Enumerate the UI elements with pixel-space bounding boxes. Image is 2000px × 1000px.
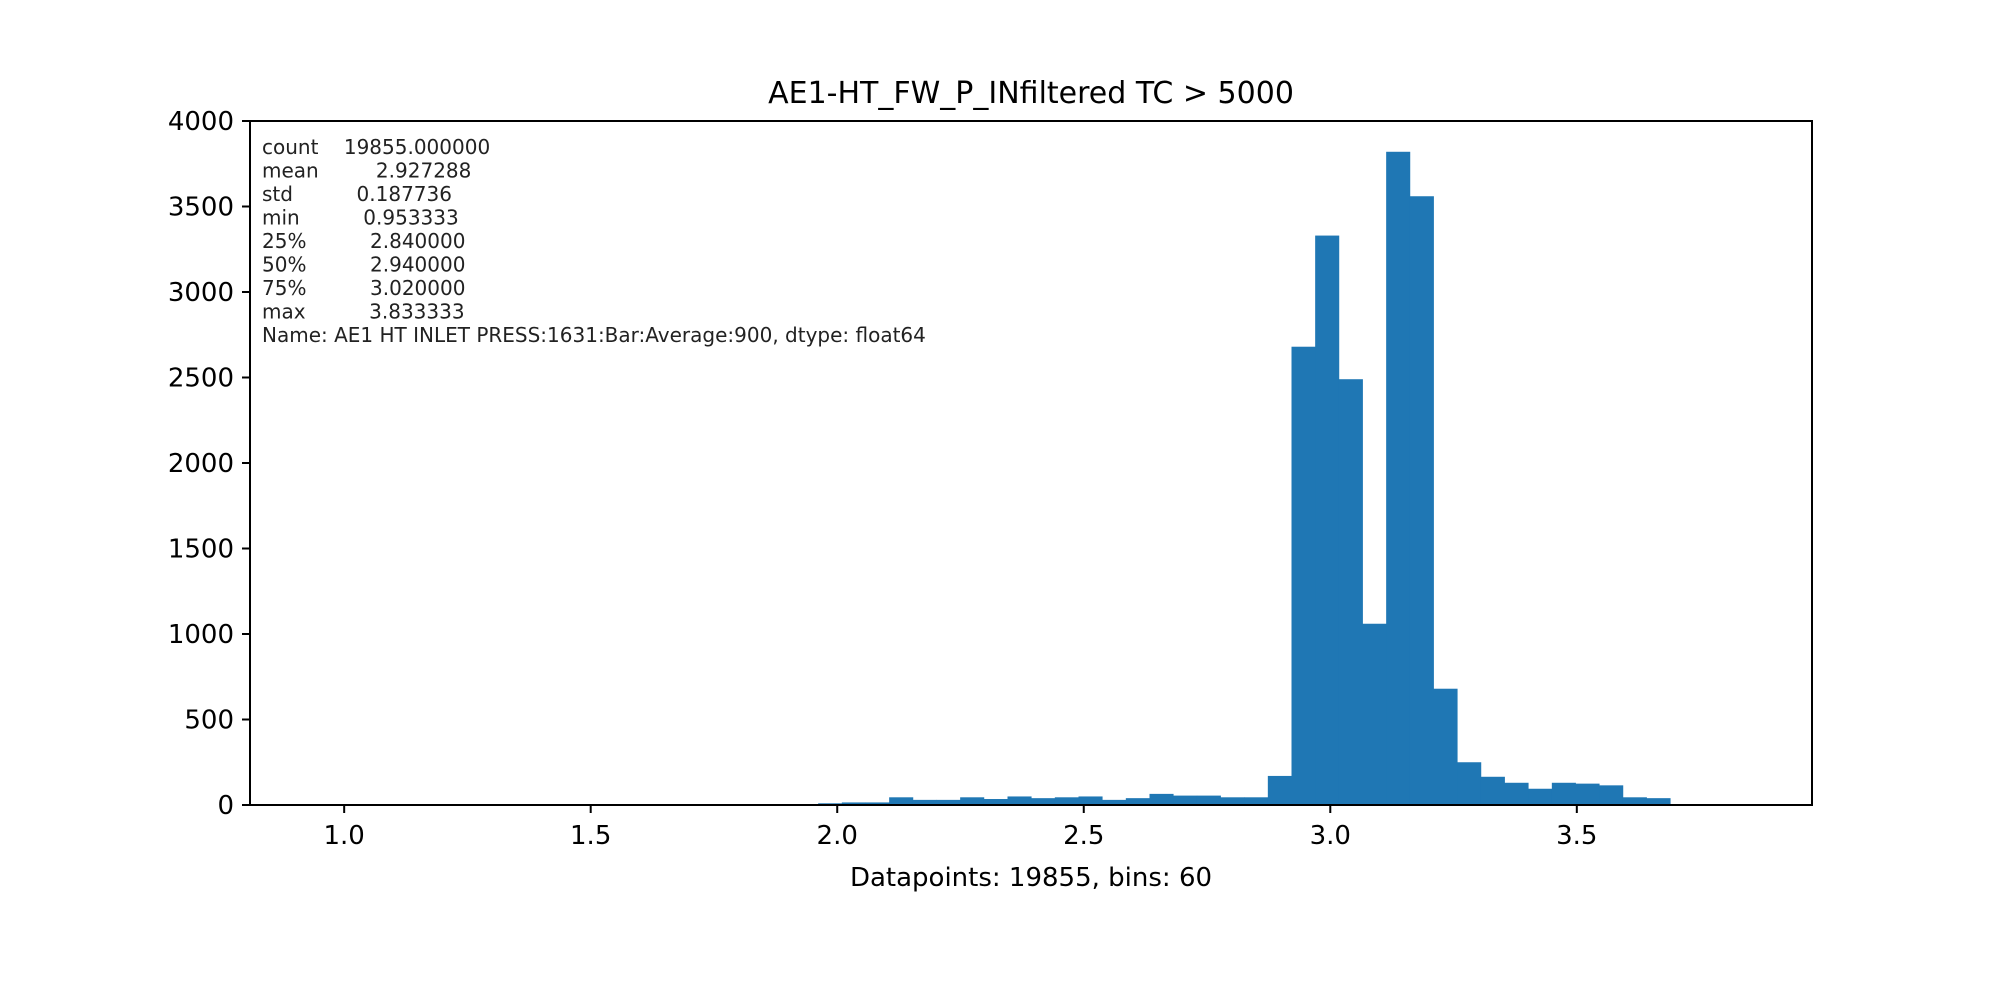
y-axis: 0 500 1000 1500 2000 2500 3000 3500 4000 (168, 107, 250, 821)
histogram-bar (1291, 346, 1316, 805)
histogram-bar (1457, 762, 1482, 805)
histogram-bar (960, 797, 985, 805)
histogram-bar (1551, 782, 1576, 805)
histogram-bar (1504, 782, 1529, 805)
x-tick-label: 1.5 (570, 821, 611, 851)
bars-group (321, 151, 1742, 806)
stats-line: 75% 3.020000 (262, 276, 465, 300)
histogram-bar (983, 799, 1008, 805)
histogram-bar (1338, 379, 1363, 805)
histogram-bar (1646, 798, 1671, 805)
x-tick-label: 1.0 (323, 821, 364, 851)
histogram-bar (1007, 796, 1032, 805)
histogram-bar (936, 799, 961, 805)
stats-line: max 3.833333 (262, 300, 465, 324)
stats-line: std 0.187736 (262, 182, 452, 206)
histogram-bar (1173, 795, 1198, 805)
plot-frame (249, 120, 1813, 806)
histogram-bar (1220, 797, 1245, 805)
histogram-bar (1149, 793, 1174, 805)
stats-line: min 0.953333 (262, 206, 459, 230)
histogram-bar (1102, 799, 1127, 805)
stats-line: count 19855.000000 (262, 135, 490, 159)
histogram-bar (1433, 688, 1458, 805)
stats-line: Name: AE1 HT INLET PRESS:1631:Bar:Averag… (262, 323, 926, 347)
chart-title: AE1-HT_FW_P_INfiltered TC > 5000 (768, 76, 1294, 111)
histogram-bar (1031, 798, 1056, 805)
histogram-bar (1125, 798, 1150, 805)
y-tick-label: 500 (184, 706, 234, 736)
histogram-bar (841, 802, 866, 805)
stats-line: 25% 2.840000 (262, 229, 465, 253)
histogram-bar (1622, 797, 1647, 805)
x-axis-label: Datapoints: 19855, bins: 60 (850, 863, 1212, 893)
y-tick-label: 3500 (168, 193, 234, 223)
histogram-bar (1267, 775, 1292, 805)
histogram-bar (1575, 783, 1600, 806)
histogram-bar (1528, 788, 1553, 805)
histogram-bar (912, 799, 937, 805)
y-tick-label: 0 (217, 791, 234, 821)
histogram-bar (1480, 776, 1505, 805)
histogram-bar (1196, 795, 1221, 805)
y-tick-label: 2500 (168, 364, 234, 394)
x-tick-label: 2.5 (1063, 821, 1104, 851)
x-tick-label: 3.5 (1556, 821, 1597, 851)
stats-line: mean 2.927288 (262, 159, 471, 183)
x-tick-label: 3.0 (1310, 821, 1351, 851)
y-tick-label: 1000 (168, 620, 234, 650)
stats-line: 50% 2.940000 (262, 253, 465, 277)
y-tick-label: 3000 (168, 278, 234, 308)
histogram-bar (1362, 623, 1387, 805)
histogram-bar (1315, 235, 1340, 805)
histogram-bar (1054, 797, 1079, 805)
histogram-bar (1244, 797, 1269, 805)
histogram-bar (1599, 785, 1624, 805)
x-tick-label: 2.0 (817, 821, 858, 851)
histogram-bar (1078, 796, 1103, 805)
x-axis: 1.0 1.5 2.0 2.5 3.0 3.5 (323, 805, 1597, 851)
y-tick-label: 2000 (168, 449, 234, 479)
y-tick-label: 1500 (168, 535, 234, 565)
y-tick-label: 4000 (168, 107, 234, 137)
histogram-bar (865, 802, 890, 805)
histogram-bar (889, 797, 914, 805)
histogram-bar (1386, 151, 1411, 805)
histogram-bar (1409, 196, 1434, 806)
